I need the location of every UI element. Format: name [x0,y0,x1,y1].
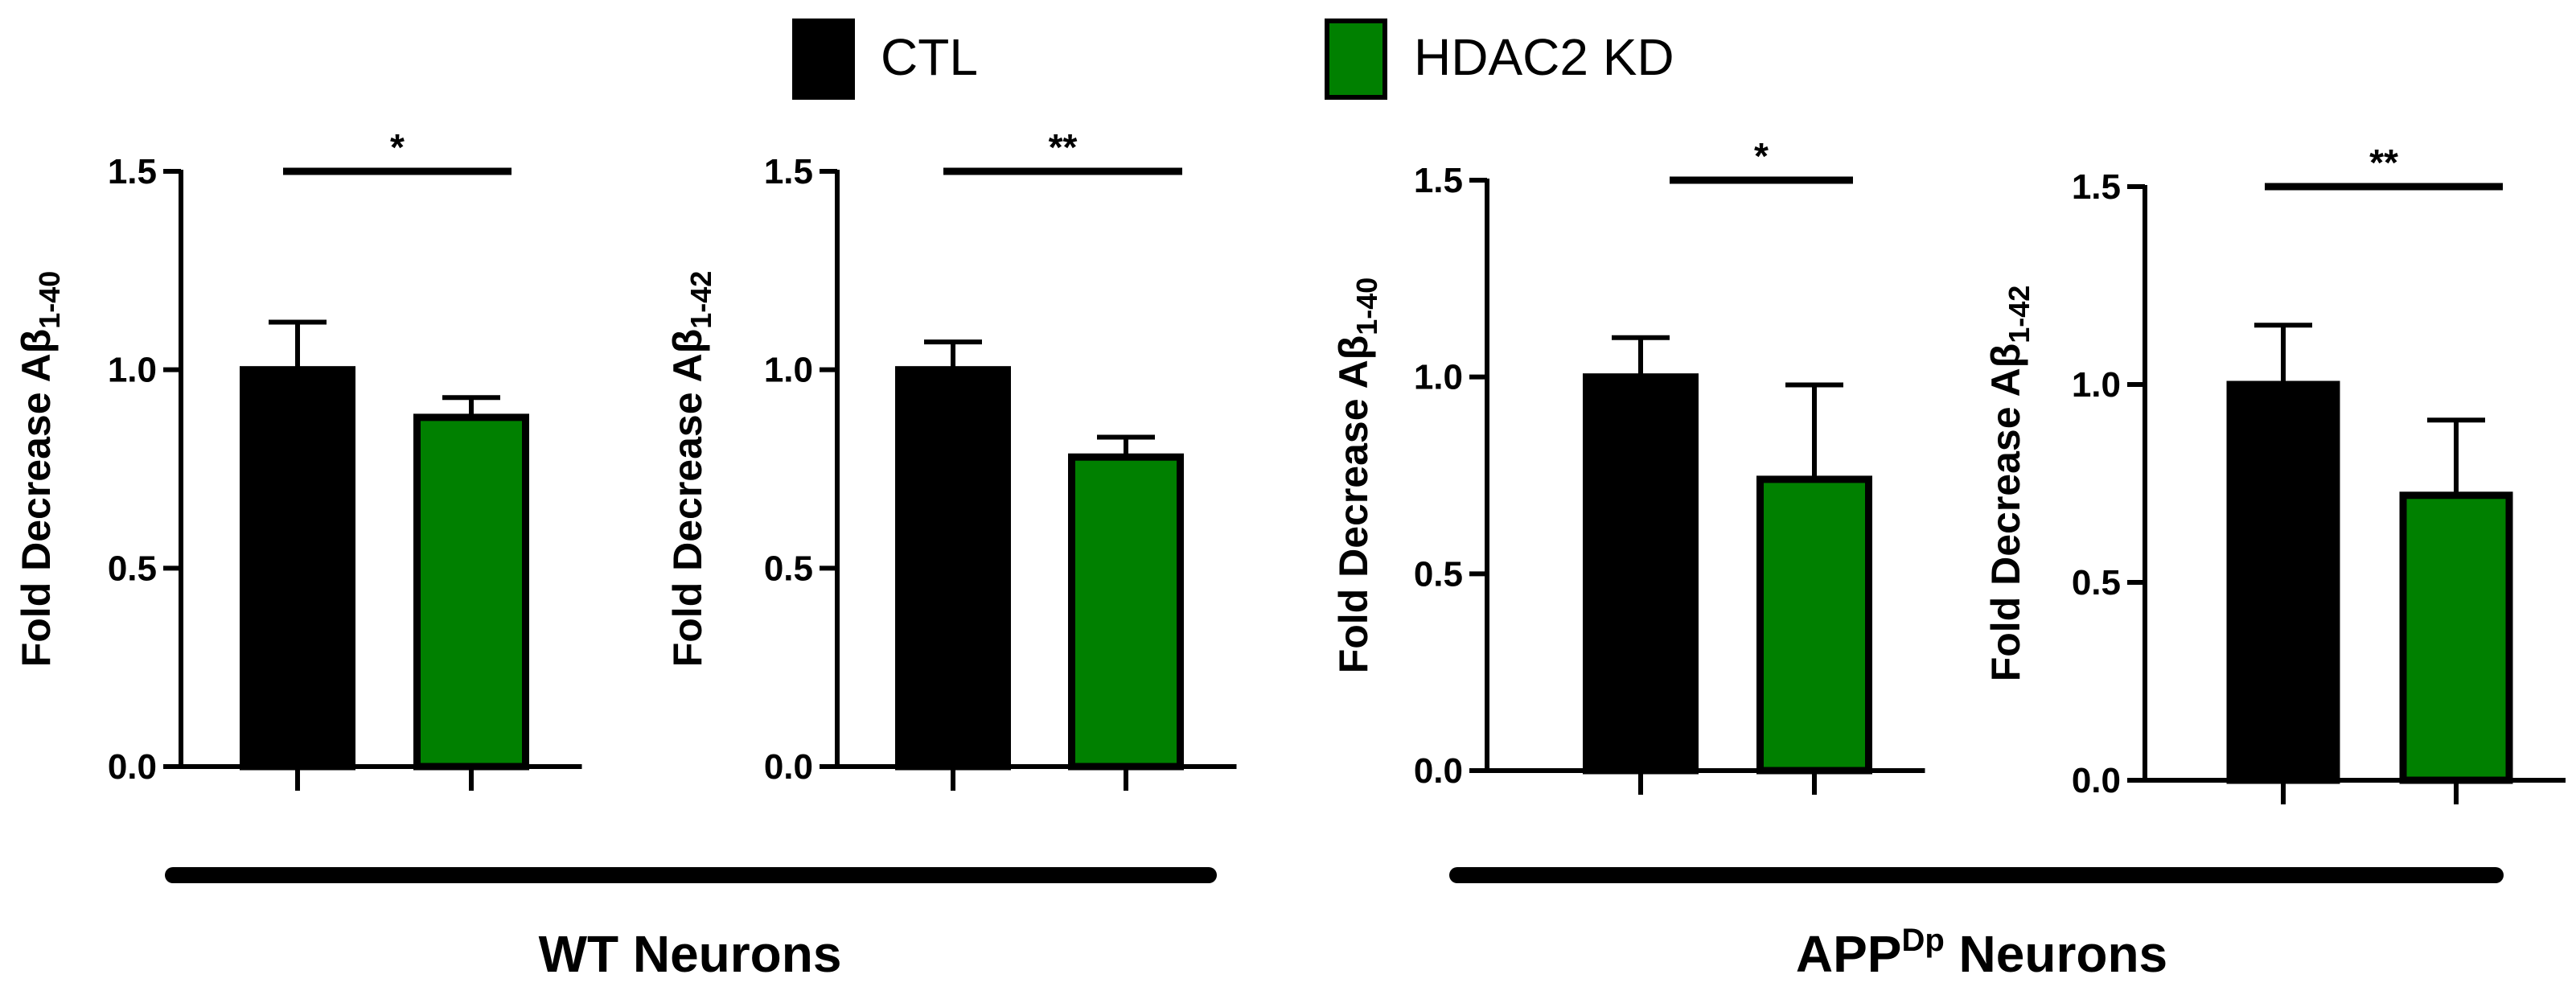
y-tick-label: 0.0 [2072,761,2121,800]
group-appdp: APPDp Neurons [1449,867,2504,983]
legend-label-hdac2-kd: HDAC2 KD [1414,28,1674,86]
bar-ctl [2226,380,2340,784]
chart-panel-2: 0.0 0.5 1.0 1.5 Fold Decrease Aβ1-42 ** [665,126,1237,791]
y-tick-label: 1.0 [108,351,157,390]
y-tick-label: 1.5 [764,152,813,191]
bar-hdac2-kd [2399,491,2513,784]
bar-hdac2-kd [1756,475,1872,775]
y-axis-label: Fold Decrease Aβ1-40 [14,271,66,668]
group-label-wt: WT Neurons [539,925,842,983]
legend-label-ctl: CTL [881,28,978,86]
y-tick-label: 1.5 [2072,167,2121,207]
bar-ctl [1583,373,1699,775]
chart-panel-3: 0.0 0.5 1.0 1.5 Fold Decrease Aβ1-40 * [1331,135,1925,795]
legend-swatch-hdac2-kd [1325,19,1387,100]
bar-ctl [240,366,355,771]
y-tick-label: 0.5 [108,549,157,588]
y-tick-label: 0.0 [1414,751,1463,791]
y-tick-label: 1.0 [2072,365,2121,405]
significance-label: * [1754,135,1769,177]
y-axis-label: Fold Decrease Aβ1-40 [1331,278,1383,674]
y-tick-label: 1.5 [108,152,157,191]
significance-label: * [390,126,405,168]
significance-label: ** [1049,126,1078,168]
y-axis-label: Fold Decrease Aβ1-42 [1983,286,2036,682]
y-axis-label: Fold Decrease Aβ1-42 [665,271,717,668]
chart-panels: 0.0 0.5 1.0 1.5 Fold Decrease Aβ1-40 * 0.0 0.5 1… [14,126,2566,804]
y-tick-label: 0.5 [764,549,813,588]
legend: CTL HDAC2 KD [792,19,1674,100]
chart-panel-4: 0.0 0.5 1.0 1.5 Fold Decrease Aβ1-42 ** [1983,142,2566,804]
chart-panel-1: 0.0 0.5 1.0 1.5 Fold Decrease Aβ1-40 * [14,126,582,791]
y-tick-label: 1.0 [1414,358,1463,397]
bar-hdac2-kd [413,413,529,771]
y-tick-label: 1.5 [1414,161,1463,200]
group-wt: WT Neurons [165,867,1217,983]
y-tick-label: 1.0 [764,351,813,390]
legend-swatch-ctl [792,19,855,100]
y-tick-label: 0.5 [2072,563,2121,602]
bar-ctl [895,366,1011,771]
significance-label: ** [2369,142,2398,183]
y-tick-label: 0.5 [1414,554,1463,594]
y-tick-label: 0.0 [108,747,157,787]
bar-hdac2-kd [1068,453,1184,771]
y-tick-label: 0.0 [764,747,813,787]
group-label-appdp: APPDp Neurons [1796,923,2167,983]
